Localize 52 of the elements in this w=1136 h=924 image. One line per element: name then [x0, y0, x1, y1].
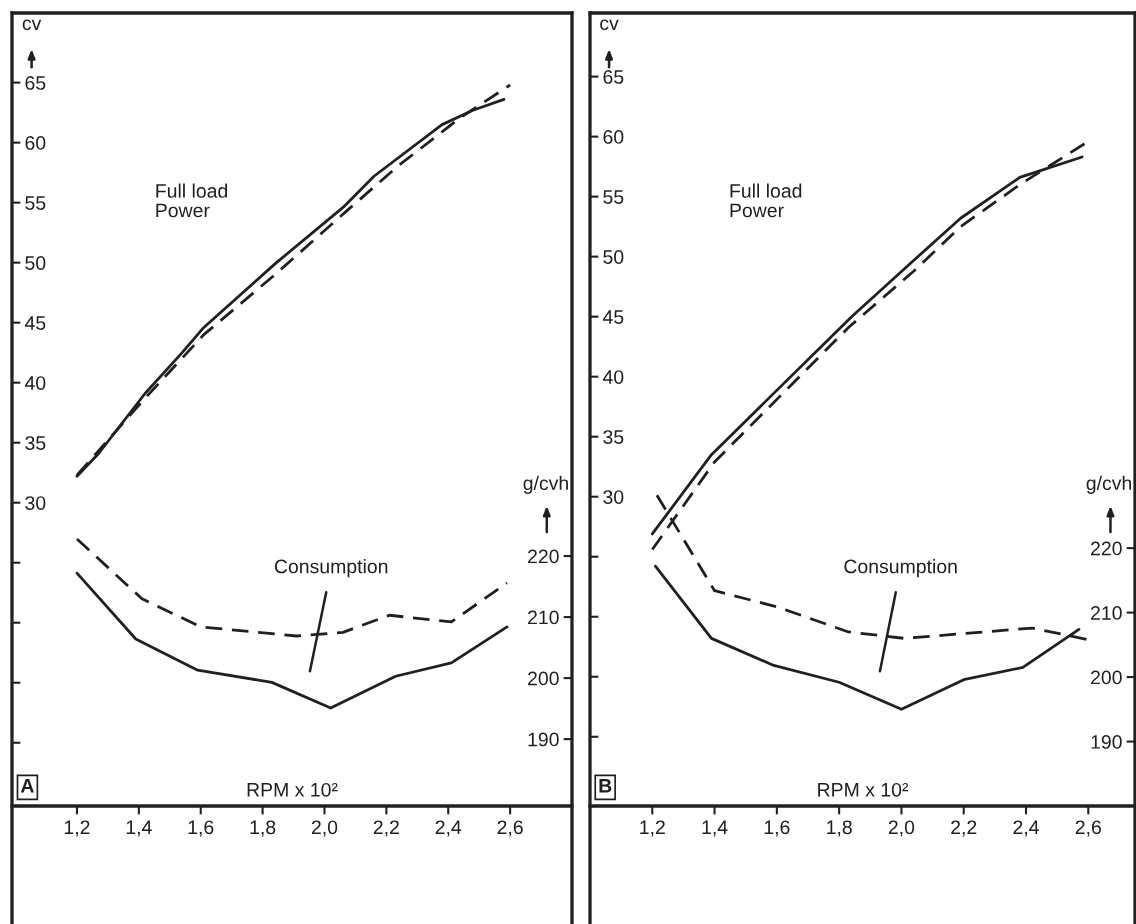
y-tick-label: 65: [25, 76, 46, 90]
annotation: Consumption: [274, 559, 388, 578]
y-tick-label: 55: [25, 196, 46, 210]
y-tick-label: 50: [25, 256, 46, 270]
y-tick-label: 55: [603, 190, 624, 204]
y2-axis-title: g/cvh: [523, 475, 568, 494]
y-axis-title: cv: [600, 19, 619, 31]
y2-tick-label: 220: [1091, 541, 1122, 556]
y-tick-label: 50: [603, 250, 624, 264]
y2-tick-label: 200: [528, 671, 559, 686]
x-tick-label: 2,6: [1075, 820, 1101, 837]
y-tick-label: 40: [602, 370, 624, 384]
y-tick-label: 40: [24, 376, 46, 390]
x-axis-title: RPM x 10²: [818, 782, 909, 797]
annotation: A: [20, 779, 34, 793]
x-tick-label: 2,2: [373, 820, 399, 837]
x-tick-label: 2,4: [435, 820, 462, 837]
y2-tick-label: 190: [1091, 735, 1122, 749]
y2-tick-label: 210: [1091, 606, 1122, 620]
y2-tick-label: 190: [528, 732, 559, 747]
x-tick-label: 1,6: [764, 820, 790, 837]
x-tick-label: 1,8: [827, 820, 852, 837]
x-tick-label: 2,6: [497, 820, 523, 837]
x-tick-label: 1,4: [126, 820, 152, 837]
y2-tick-label: 210: [528, 610, 559, 625]
y-tick-label: 30: [603, 490, 624, 504]
annotation: B: [599, 779, 612, 793]
y2-tick-label: 200: [1091, 670, 1122, 685]
y-tick-label: 45: [602, 310, 624, 324]
x-tick-label: 1,2: [640, 820, 665, 837]
x-tick-label: 1,6: [188, 820, 214, 837]
y-tick-label: 30: [25, 496, 46, 510]
x-tick-label: 1,8: [250, 820, 276, 837]
y-tick-label: 65: [603, 70, 624, 84]
y-tick-label: 35: [25, 436, 46, 450]
y2-axis-title: g/cvh: [1086, 475, 1132, 494]
x-tick-label: 2,0: [888, 820, 915, 837]
annotation: Consumption: [844, 559, 957, 578]
x-axis-title: RPM x 10²: [247, 782, 338, 797]
y-tick-label: 60: [603, 130, 624, 144]
annotation: Full load Power: [730, 183, 802, 218]
y-tick-label: 35: [603, 430, 624, 444]
y-tick-label: 45: [24, 316, 46, 330]
x-tick-label: 1,4: [702, 820, 728, 837]
x-tick-label: 2,0: [311, 820, 338, 837]
x-tick-label: 2,4: [1013, 820, 1039, 837]
x-tick-label: 2,2: [951, 820, 977, 837]
y2-tick-label: 220: [528, 549, 559, 564]
annotation: Full load Power: [156, 183, 228, 218]
x-tick-label: 1,2: [64, 820, 90, 837]
y-tick-label: 60: [25, 136, 46, 150]
y-axis-title: cv: [22, 19, 42, 31]
